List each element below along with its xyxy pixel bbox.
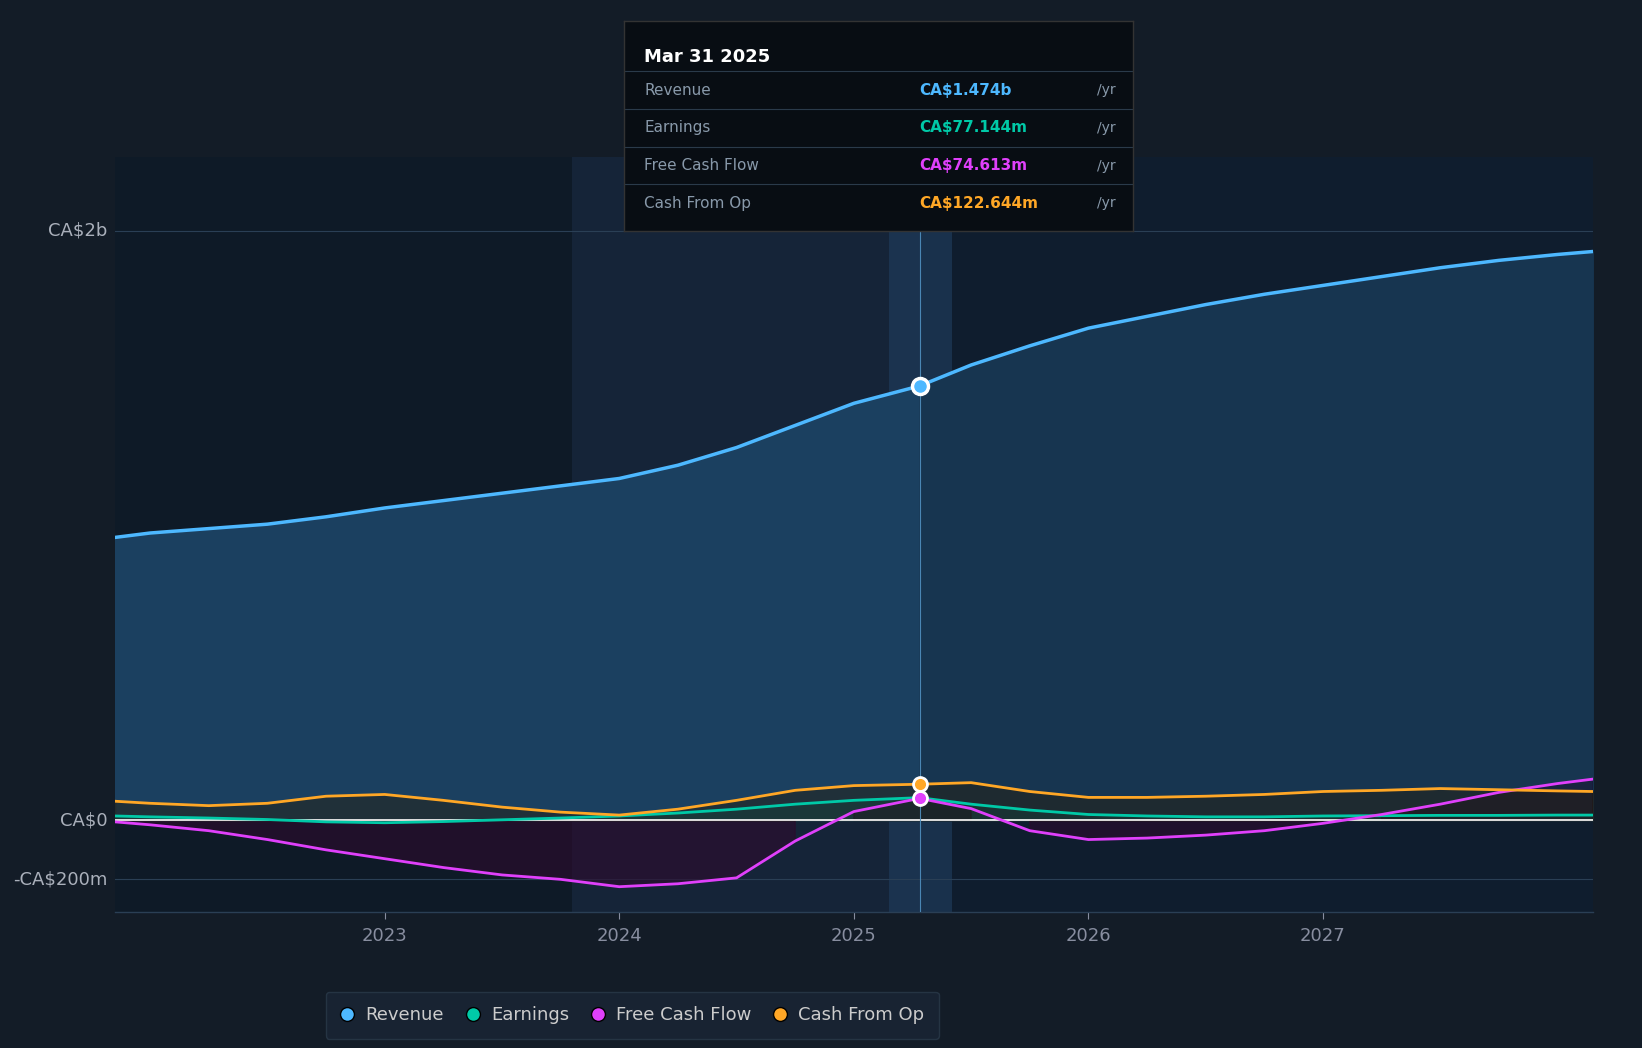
Bar xyxy=(888,157,952,912)
Text: CA$1.474b: CA$1.474b xyxy=(920,83,1011,97)
Text: /yr: /yr xyxy=(1097,121,1117,135)
Text: CA$0: CA$0 xyxy=(59,811,108,829)
Text: CA$2b: CA$2b xyxy=(48,222,108,240)
Bar xyxy=(115,157,573,912)
Bar xyxy=(573,157,920,912)
Text: /yr: /yr xyxy=(1097,196,1117,211)
Legend: Revenue, Earnings, Free Cash Flow, Cash From Op: Revenue, Earnings, Free Cash Flow, Cash … xyxy=(325,991,939,1039)
Text: /yr: /yr xyxy=(1097,83,1117,97)
Text: /yr: /yr xyxy=(1097,158,1117,173)
Text: Cash From Op: Cash From Op xyxy=(644,196,752,211)
Text: -CA$200m: -CA$200m xyxy=(13,870,108,889)
Text: Revenue: Revenue xyxy=(644,83,711,97)
Text: Analysts Forecasts: Analysts Forecasts xyxy=(938,183,1107,201)
Text: Free Cash Flow: Free Cash Flow xyxy=(644,158,759,173)
Bar xyxy=(920,157,1593,912)
Text: CA$77.144m: CA$77.144m xyxy=(920,121,1028,135)
Text: CA$74.613m: CA$74.613m xyxy=(920,158,1028,173)
Text: Past: Past xyxy=(864,183,908,201)
Text: Earnings: Earnings xyxy=(644,121,711,135)
Text: Mar 31 2025: Mar 31 2025 xyxy=(644,48,770,66)
Text: CA$122.644m: CA$122.644m xyxy=(920,196,1038,211)
